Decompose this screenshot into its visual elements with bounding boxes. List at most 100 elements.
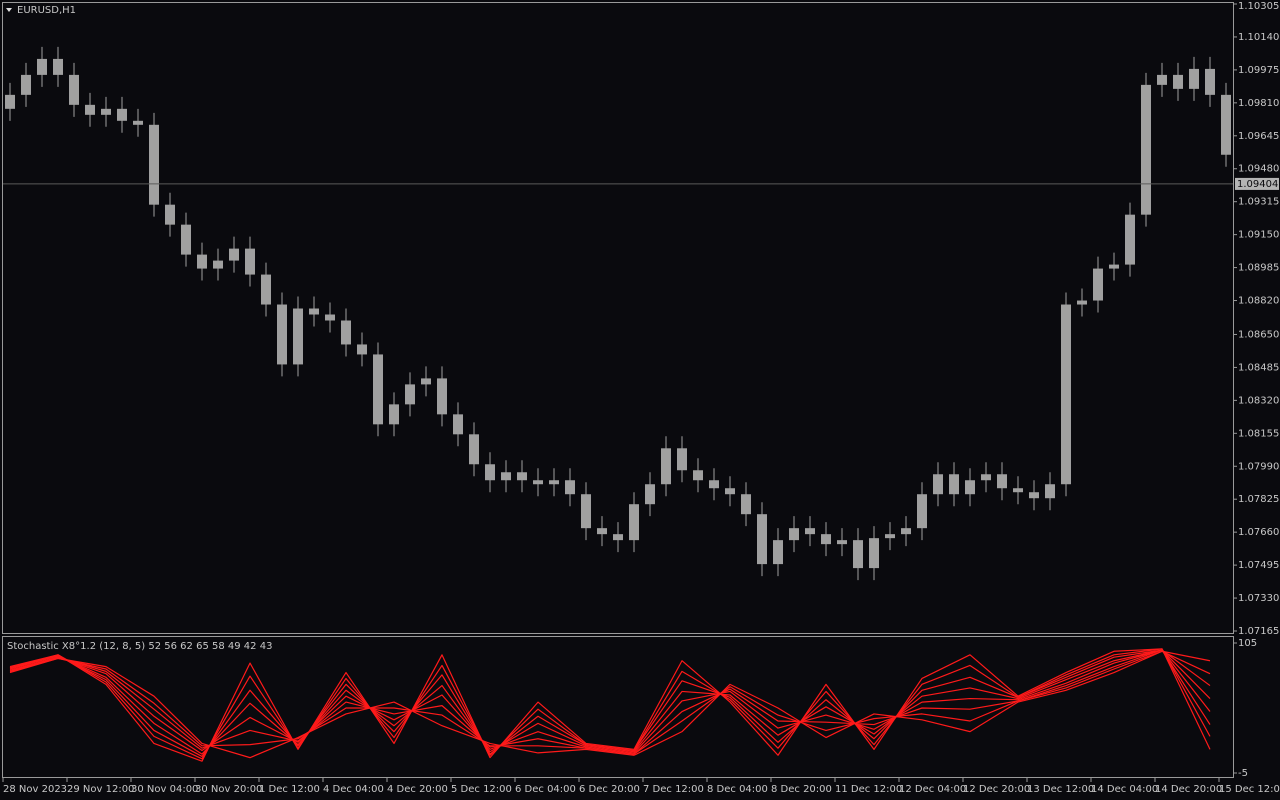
candle-body [325,314,335,321]
candle-body [133,120,143,125]
candle-body [53,58,63,75]
y-tick-label: 1.08650 [1238,329,1279,340]
candle-body [117,108,127,121]
candle-body [869,538,879,569]
y-tick-label: 105 [1238,638,1257,649]
x-tick-label: 13 Dec 12:00 [1027,784,1094,795]
y-tick-label: 1.09315 [1238,197,1279,208]
candle-body [149,124,159,205]
y-tick-label: 1.10140 [1238,32,1279,43]
candle-body [1077,300,1087,305]
candle-body [229,248,239,261]
x-tick-label: 11 Dec 12:00 [835,784,902,795]
y-tick-label: 1.08485 [1238,362,1279,373]
y-tick-label: 1.07990 [1238,461,1279,472]
y-tick-label: 1.07495 [1238,560,1279,571]
x-tick-label: 6 Dec 04:00 [515,784,576,795]
x-tick-label: 8 Dec 20:00 [771,784,832,795]
candle-body [309,308,319,315]
candle-body [949,474,959,495]
candle-body [565,480,575,495]
candle-body [773,540,783,565]
candle-body [197,254,207,269]
y-tick-label: 1.08820 [1238,296,1279,307]
x-tick-label: 14 Dec 20:00 [1155,784,1222,795]
x-tick-label: 5 Dec 12:00 [451,784,512,795]
menu-triangle[interactable] [6,8,12,12]
candle-body [469,434,479,465]
candle-body [1173,74,1183,89]
candle-body [709,480,719,489]
candle-body [101,108,111,115]
candle-body [501,472,511,481]
symbol-title: EURUSD,H1 [17,5,76,16]
x-tick-label: 4 Dec 04:00 [323,784,384,795]
candle-body [1221,94,1231,155]
candle-body [165,204,175,225]
y-tick-label: 1.09480 [1238,164,1279,175]
candle-body [597,528,607,535]
x-tick-label: 1 Dec 12:00 [259,784,320,795]
y-tick-label: 1.07660 [1238,527,1279,538]
candle-body [1029,492,1039,499]
candle-body [613,534,623,541]
stochastic-line [9,650,1211,759]
candle-body [1061,304,1071,485]
candle-body [485,464,495,481]
candle-body [821,534,831,545]
candle-body [421,378,431,385]
x-tick-label: 8 Dec 04:00 [707,784,768,795]
candle-body [693,470,703,481]
candle-body [181,224,191,255]
candle-body [1205,68,1215,95]
candle-body [21,74,31,95]
y-tick-label: 1.07825 [1238,494,1279,505]
x-tick-label: 4 Dec 20:00 [387,784,448,795]
candle-body [405,384,415,405]
x-tick-label: 7 Dec 12:00 [643,784,704,795]
candle-body [1157,74,1167,85]
candle-body [453,414,463,435]
y-tick-label: 1.09150 [1238,230,1279,241]
candle-body [517,472,527,481]
candle-body [677,448,687,471]
y-tick-label: 1.08985 [1238,263,1279,274]
candle-body [357,344,367,355]
x-tick-label: 14 Dec 04:00 [1091,784,1158,795]
x-tick-label: 30 Nov 20:00 [195,784,262,795]
y-tick-label: 1.07330 [1238,593,1279,604]
candle-body [789,528,799,541]
candle-body [437,378,447,415]
candle-body [1093,268,1103,301]
y-tick-label: 1.09645 [1238,131,1279,142]
x-tick-label: 12 Dec 04:00 [899,784,966,795]
candle-body [261,274,271,305]
candle-body [901,528,911,535]
x-tick-label: 12 Dec 20:00 [963,784,1030,795]
x-tick-label: 29 Nov 12:00 [67,784,134,795]
candle-body [277,304,287,365]
y-tick-label: 1.09975 [1238,65,1279,76]
x-tick-label: 30 Nov 04:00 [131,784,198,795]
y-tick-label: 1.08155 [1238,428,1279,439]
y-tick-label: -5 [1238,768,1248,779]
candle-body [757,514,767,565]
current-price-box [1235,177,1279,190]
candle-body [85,104,95,115]
y-tick-label: 1.08320 [1238,395,1279,406]
candle-body [5,94,15,109]
candle-body [1045,484,1055,499]
candle-body [629,504,639,541]
candle-body [885,534,895,539]
candle-body [917,494,927,529]
indicator-panel-frame [2,636,1234,778]
candle-body [837,540,847,545]
candle-body [645,484,655,505]
candle-body [581,494,591,529]
candle-body [981,474,991,481]
candle-body [965,480,975,495]
y-tick-label: 1.10305 [1238,1,1279,12]
